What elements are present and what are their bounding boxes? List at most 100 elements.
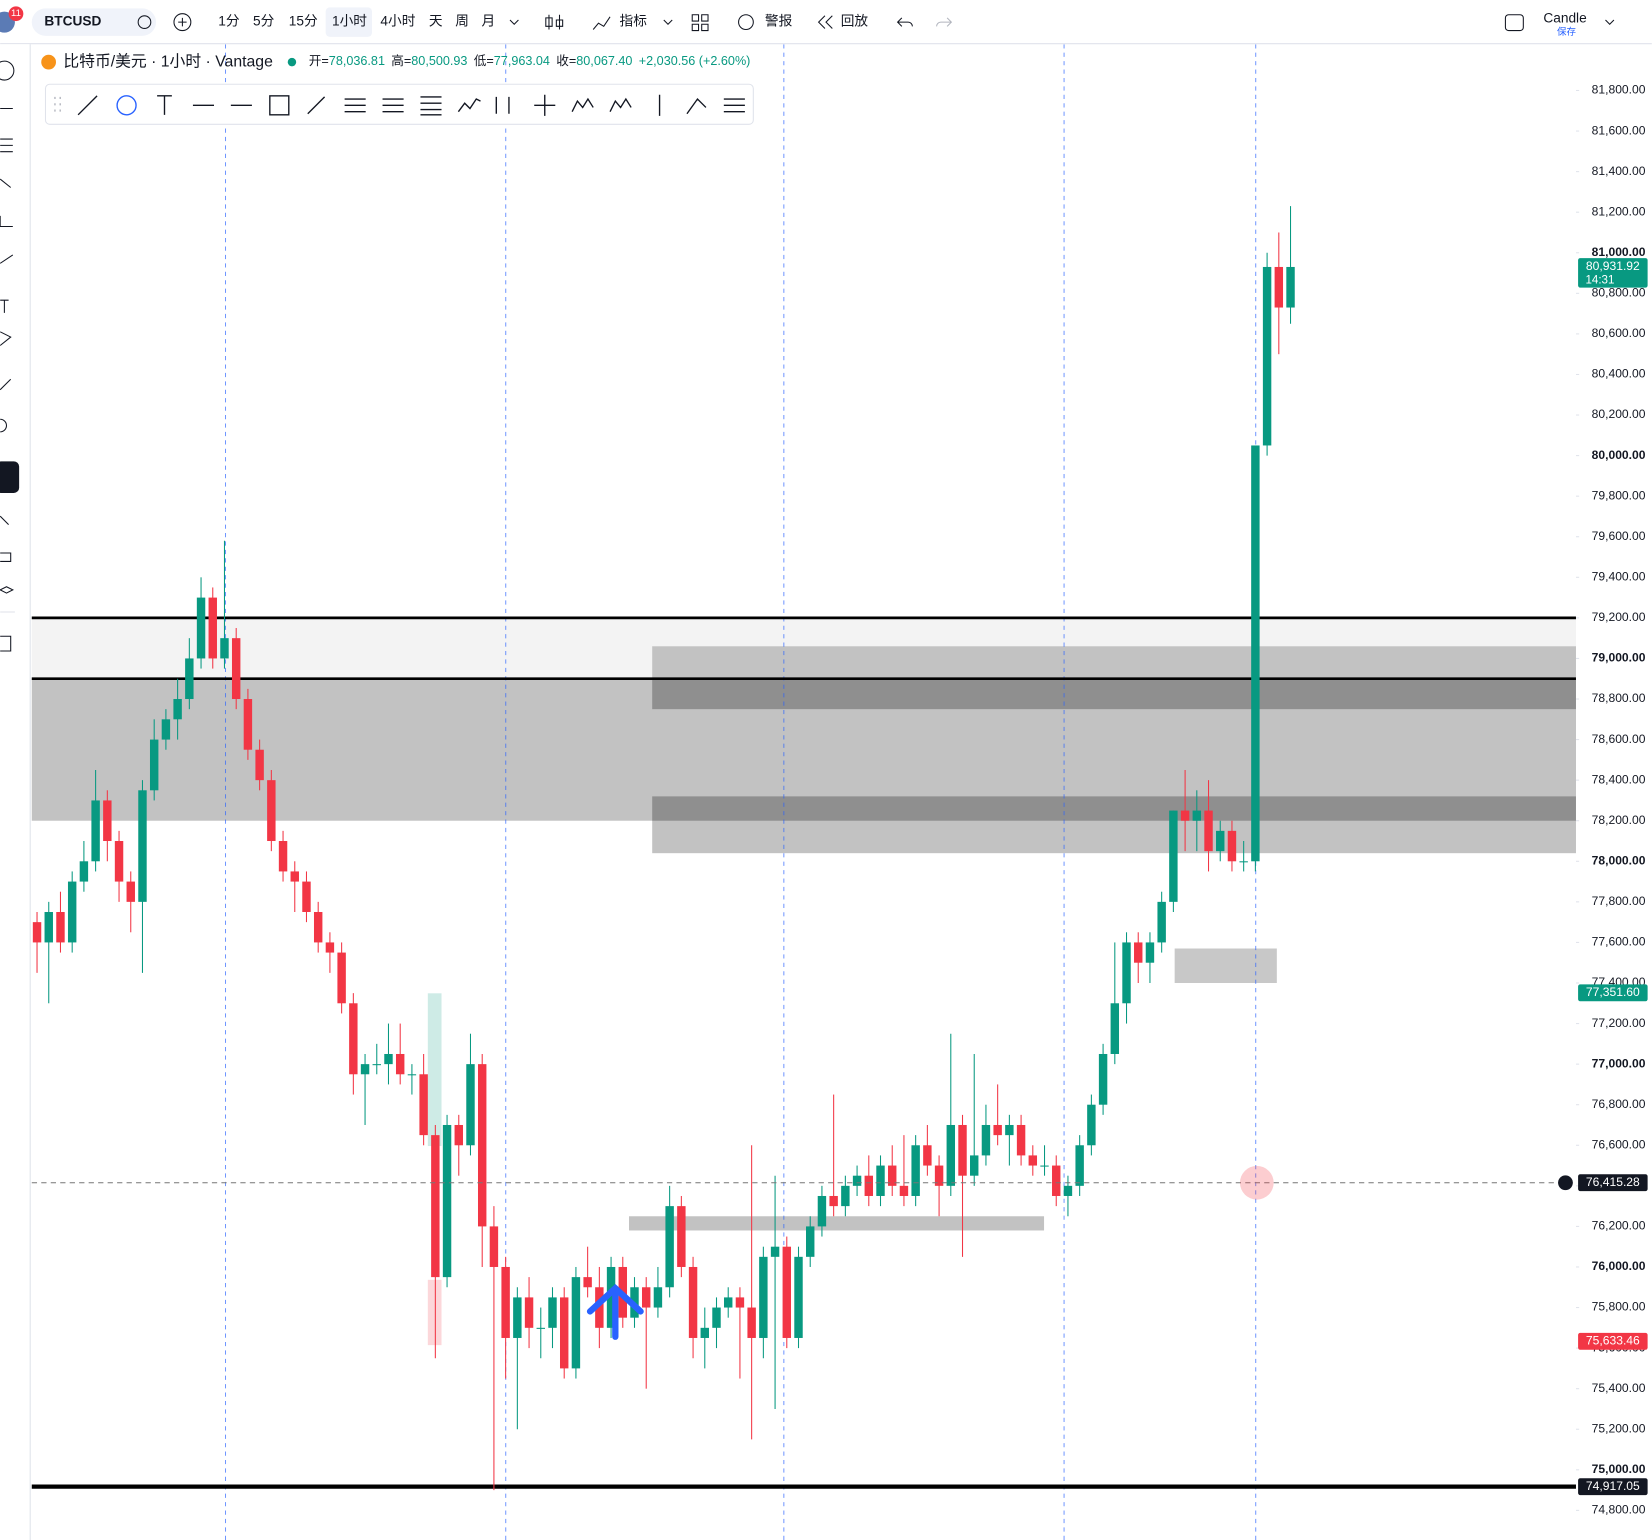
interval[interactable]: 天 [429,14,443,29]
y-tick-label: 75,200.00 [1592,1421,1646,1435]
candle-body [513,1297,522,1338]
price-tag-label: 80,931.92 [1586,259,1640,273]
price-tag-label: 76,415.28 [1586,1175,1640,1189]
candle-body [759,1256,768,1338]
price-tag [1578,984,1648,1002]
candle-body [1251,445,1260,862]
drawing-toolbar [44,83,754,125]
candle-body [138,790,147,902]
add-icon[interactable] [173,13,192,32]
ohlc-value: 78,036.81 [329,54,385,68]
candle-body [747,1307,756,1338]
price-tag-label: 75,633.46 [1586,1334,1640,1348]
y-tick-label: 75,400.00 [1592,1381,1646,1395]
crosshair-plus[interactable] [1558,1175,1573,1191]
layout-icon[interactable] [691,14,709,32]
alert-icon [738,14,754,31]
tool-select[interactable] [116,95,137,116]
layout-name[interactable]: Candle [1543,11,1586,26]
candle-body [1052,1165,1061,1196]
add-icon [178,17,187,27]
candle-body [665,1206,674,1288]
y-tick-label: 81,000.00 [1592,245,1646,259]
candle-body [1040,1165,1049,1167]
chart-type-icon[interactable] [545,14,564,30]
annotation [427,993,442,1147]
candle-body [993,1124,1002,1136]
candle-body [196,597,206,659]
y-tick-label: 77,600.00 [1592,935,1646,949]
candle-body [688,1266,698,1338]
y-tick-label: 80,800.00 [1592,286,1646,300]
ohlc-value: 80,500.93 [411,54,467,68]
interval[interactable]: 月 [482,14,496,29]
candle-body [79,861,89,882]
interval[interactable]: 1分 [218,14,240,29]
candle-body [255,749,264,781]
candle-body [442,1124,452,1278]
tool-rect[interactable] [269,95,290,116]
interval[interactable]: 15分 [289,14,318,29]
candle-body [67,881,77,943]
tool-icon[interactable] [0,107,14,652]
interval[interactable]: 5分 [253,14,275,29]
symbol-box[interactable] [31,8,157,36]
candle-body [1005,1124,1014,1136]
interval[interactable]: 4小时 [380,14,415,29]
candle-body [431,1135,440,1278]
redo[interactable] [936,17,953,27]
candle-body [899,1185,909,1196]
y-tick-label: 81,200.00 [1592,204,1646,218]
candle-body [44,912,53,943]
interval[interactable]: 1小时 [332,14,367,29]
price-tag-label: 74,917.05 [1586,1479,1640,1493]
y-tick-label: 76,200.00 [1592,1219,1646,1233]
zone [652,796,1576,821]
candle-body [970,1155,979,1176]
ohlc-value: 77,963.04 [494,54,550,68]
candle-body [677,1206,686,1267]
badge-count: 11 [11,8,21,19]
undo[interactable] [896,17,913,27]
tool-icons[interactable] [307,94,745,116]
y-tick-label: 80,000.00 [1592,448,1646,462]
price-tag [1578,258,1648,288]
y-tick-label: 79,400.00 [1592,570,1646,584]
tool-text[interactable] [157,95,172,115]
candle-body [231,638,241,700]
replay[interactable]: 回放 [841,14,869,29]
y-tick-label: 78,800.00 [1592,691,1646,705]
candle-body [735,1297,745,1308]
candle-body [419,1074,428,1136]
magnet-active[interactable] [0,461,20,493]
chevron [1605,19,1615,25]
symbol[interactable]: BTCUSD [44,14,101,29]
alert[interactable]: 警报 [765,14,793,29]
y-tick-label: 78,000.00 [1592,853,1646,867]
icon[interactable] [137,15,152,29]
checkbox[interactable] [1504,14,1524,32]
candle-body [1204,810,1213,852]
candle-body [806,1226,815,1257]
indicators[interactable]: 指标 [620,14,648,29]
tool-line[interactable] [77,95,98,116]
candle-body [829,1195,838,1207]
ohlc-value: 80,067.40 [576,54,632,68]
candle-body [1169,810,1178,902]
candle-body [583,1277,592,1288]
chevron [509,19,519,25]
interval[interactable]: 周 [455,14,469,29]
save-hint: 保存 [1557,26,1576,38]
tool-icon[interactable] [0,60,15,81]
candle-body [934,1165,944,1186]
candle-body [782,1246,792,1338]
candle-body [395,1053,405,1075]
candle-body [700,1327,709,1338]
indicator-icon [592,16,611,30]
status-dot [287,57,297,67]
candle-body [208,597,217,659]
ohlc-key: 高= [391,53,411,68]
candle-body [595,1287,604,1328]
